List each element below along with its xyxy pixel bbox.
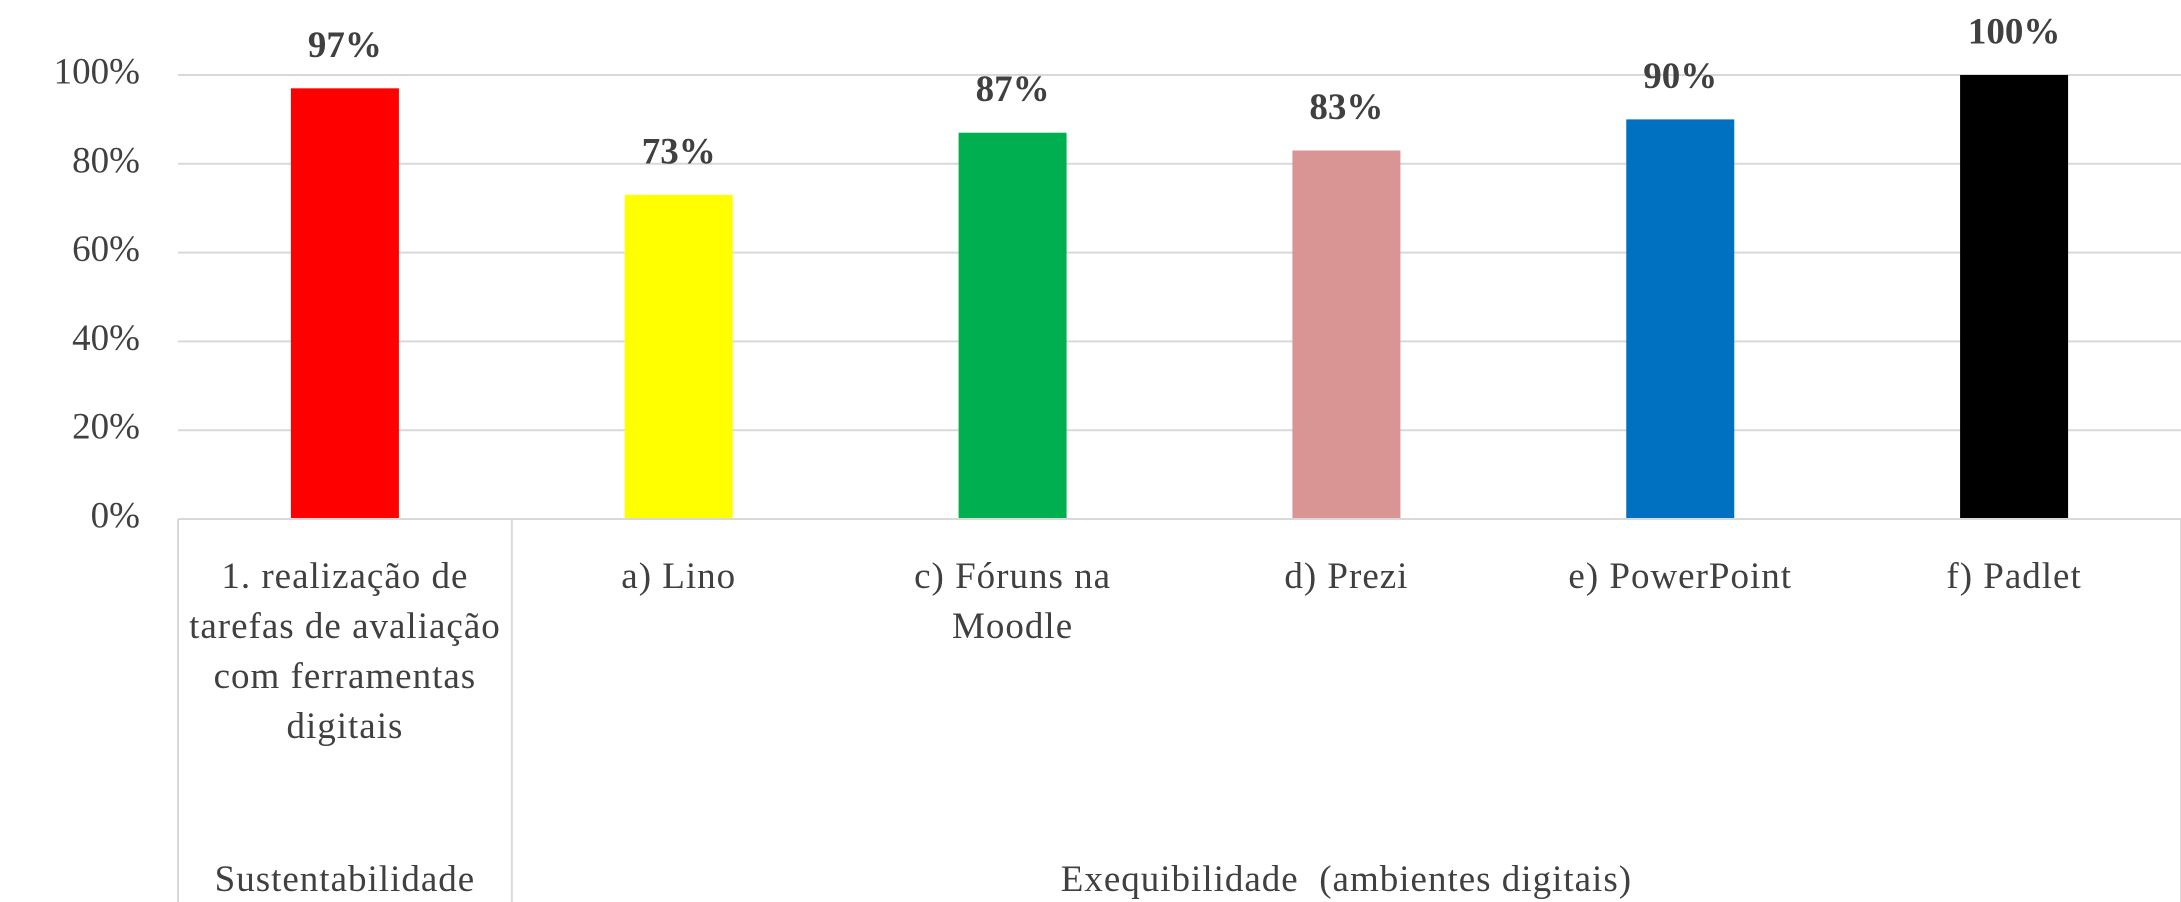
y-tick-label: 40%: [72, 318, 140, 359]
x-tick-label: e) PowerPoint: [1568, 556, 1793, 597]
bar: [624, 194, 733, 519]
bar: [1960, 75, 2069, 519]
group-label: Exequibilidade (ambientes digitais): [1060, 859, 1633, 900]
value-label: 97%: [308, 25, 382, 66]
x-tick-label: 1. realização de tarefas de avaliação co…: [189, 556, 501, 747]
y-tick-label: 20%: [72, 407, 140, 448]
value-label: 87%: [976, 69, 1050, 110]
y-tick-label: 80%: [72, 140, 140, 181]
y-tick-label: 60%: [72, 229, 140, 270]
x-tick-label: d) Prezi: [1284, 556, 1409, 597]
bar: [1292, 150, 1401, 520]
x-tick-label: c) Fóruns na Moodle: [914, 556, 1112, 647]
x-tick-label: f) Padlet: [1946, 556, 2082, 597]
x-tick-label: a) Lino: [621, 556, 737, 597]
value-label: 83%: [1309, 87, 1383, 128]
bar: [290, 88, 399, 519]
group-label: Sustentabilidade: [214, 859, 476, 900]
y-tick-label: 100%: [54, 51, 140, 92]
value-label: 73%: [642, 131, 716, 172]
value-label: 90%: [1643, 56, 1717, 97]
bar: [958, 132, 1067, 519]
value-label: 100%: [1968, 11, 2061, 52]
y-tick-label: 0%: [91, 495, 140, 536]
bar: [1626, 119, 1735, 520]
